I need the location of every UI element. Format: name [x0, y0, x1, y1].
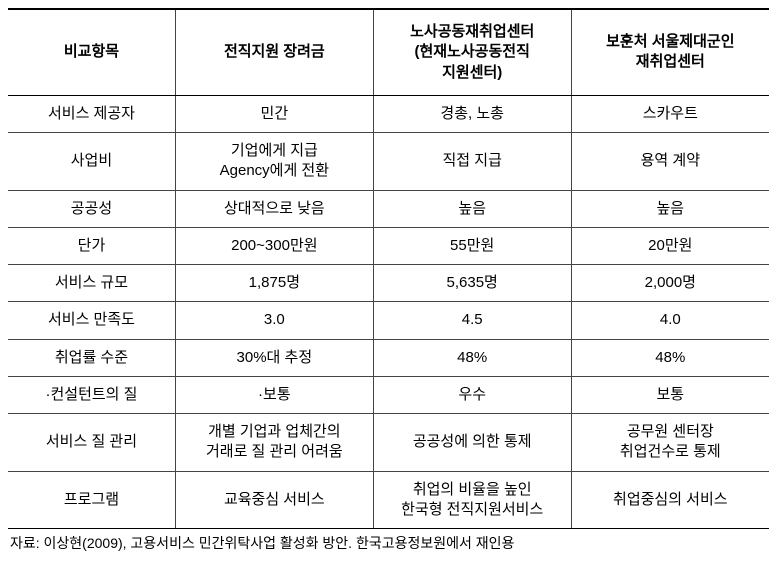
table-cell: 서비스 질 관리: [8, 414, 175, 472]
table-cell: 교육중심 서비스: [175, 471, 373, 529]
table-row: 서비스 규모1,875명5,635명2,000명: [8, 265, 769, 302]
table-cell: 30%대 추정: [175, 339, 373, 376]
table-cell: 상대적으로 낮음: [175, 190, 373, 227]
table-cell: 48%: [571, 339, 769, 376]
table-cell: 사업비: [8, 133, 175, 191]
table-cell: 우수: [373, 376, 571, 413]
header-cell: 노사공동재취업센터(현재노사공동전직지원센터): [373, 9, 571, 95]
table-row: 서비스 질 관리개별 기업과 업체간의거래로 질 관리 어려움공공성에 의한 통…: [8, 414, 769, 472]
table-cell: 민간: [175, 95, 373, 132]
table-row: ·컨설턴트의 질·보통우수보통: [8, 376, 769, 413]
table-cell: 서비스 규모: [8, 265, 175, 302]
header-cell: 전직지원 장려금: [175, 9, 373, 95]
table-cell: 공무원 센터장취업건수로 통제: [571, 414, 769, 472]
table-row: 사업비기업에게 지급Agency에게 전환직접 지급용역 계약: [8, 133, 769, 191]
header-row: 비교항목 전직지원 장려금 노사공동재취업센터(현재노사공동전직지원센터) 보훈…: [8, 9, 769, 95]
table-cell: 프로그램: [8, 471, 175, 529]
table-body: 서비스 제공자민간경총, 노총스카우트사업비기업에게 지급Agency에게 전환…: [8, 95, 769, 528]
table-cell: 스카우트: [571, 95, 769, 132]
table-row: 서비스 제공자민간경총, 노총스카우트: [8, 95, 769, 132]
table-cell: 48%: [373, 339, 571, 376]
table-cell: 1,875명: [175, 265, 373, 302]
table-cell: 경총, 노총: [373, 95, 571, 132]
source-note: 자료: 이상현(2009), 고용서비스 민간위탁사업 활성화 방안. 한국고용…: [8, 529, 769, 553]
table-cell: 200~300만원: [175, 227, 373, 264]
comparison-table: 비교항목 전직지원 장려금 노사공동재취업센터(현재노사공동전직지원센터) 보훈…: [8, 8, 769, 529]
table-cell: ·컨설턴트의 질: [8, 376, 175, 413]
table-cell: 5,635명: [373, 265, 571, 302]
header-cell: 보훈처 서울제대군인재취업센터: [571, 9, 769, 95]
table-cell: 공공성에 의한 통제: [373, 414, 571, 472]
table-cell: 2,000명: [571, 265, 769, 302]
table-cell: 20만원: [571, 227, 769, 264]
table-cell: 기업에게 지급Agency에게 전환: [175, 133, 373, 191]
table-cell: 높음: [373, 190, 571, 227]
table-cell: 용역 계약: [571, 133, 769, 191]
header-cell: 비교항목: [8, 9, 175, 95]
table-cell: 높음: [571, 190, 769, 227]
table-cell: 취업의 비율을 높인한국형 전직지원서비스: [373, 471, 571, 529]
table-cell: 공공성: [8, 190, 175, 227]
table-cell: ·보통: [175, 376, 373, 413]
table-cell: 직접 지급: [373, 133, 571, 191]
table-cell: 보통: [571, 376, 769, 413]
table-cell: 단가: [8, 227, 175, 264]
table-row: 서비스 만족도3.04.54.0: [8, 302, 769, 339]
table-row: 단가200~300만원55만원20만원: [8, 227, 769, 264]
table-row: 프로그램교육중심 서비스취업의 비율을 높인한국형 전직지원서비스취업중심의 서…: [8, 471, 769, 529]
table-row: 취업률 수준30%대 추정48%48%: [8, 339, 769, 376]
table-row: 공공성상대적으로 낮음높음높음: [8, 190, 769, 227]
table-cell: 4.0: [571, 302, 769, 339]
table-cell: 서비스 만족도: [8, 302, 175, 339]
table-cell: 취업중심의 서비스: [571, 471, 769, 529]
table-cell: 55만원: [373, 227, 571, 264]
table-cell: 취업률 수준: [8, 339, 175, 376]
table-cell: 3.0: [175, 302, 373, 339]
table-cell: 서비스 제공자: [8, 95, 175, 132]
table-cell: 4.5: [373, 302, 571, 339]
table-cell: 개별 기업과 업체간의거래로 질 관리 어려움: [175, 414, 373, 472]
